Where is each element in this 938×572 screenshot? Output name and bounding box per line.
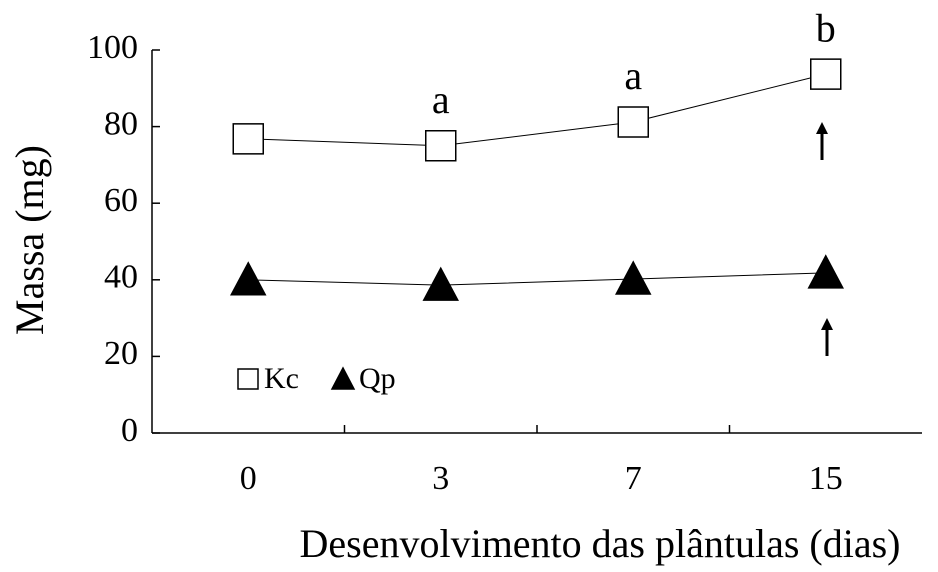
data-label: a — [624, 53, 642, 98]
y-tick-label: 60 — [104, 182, 138, 219]
arrows — [816, 122, 833, 356]
legend-marker — [330, 366, 356, 390]
x-axis-label: Desenvolvimento das plântulas (dias) — [300, 521, 901, 566]
data-point — [230, 261, 267, 296]
arrow-head — [816, 122, 828, 134]
data-point — [615, 260, 652, 295]
series-line — [248, 272, 826, 286]
legend-label: Qp — [359, 362, 396, 395]
y-tick-label: 80 — [104, 105, 138, 142]
y-tick-label: 100 — [87, 29, 138, 66]
legend-marker — [237, 368, 259, 390]
series-line — [248, 73, 826, 147]
data-point — [617, 106, 649, 138]
y-axis-label: Massa (mg) — [7, 145, 52, 335]
data-label: b — [816, 5, 836, 50]
data-point — [810, 58, 842, 90]
y-tick-label: 40 — [104, 259, 138, 296]
x-tick-label: 7 — [625, 460, 642, 497]
arrow-head — [821, 318, 833, 330]
data-point — [232, 123, 264, 155]
x-tick-label: 3 — [432, 460, 449, 497]
x-tick-label: 15 — [809, 460, 843, 497]
data-label: a — [432, 77, 450, 122]
data-point — [425, 130, 457, 162]
x-tick-label: 0 — [240, 460, 257, 497]
data-point — [807, 254, 844, 289]
y-tick-label: 20 — [104, 335, 138, 372]
data-point — [422, 266, 459, 301]
legend-label: Kc — [264, 362, 299, 395]
y-tick-label: 0 — [121, 412, 138, 449]
